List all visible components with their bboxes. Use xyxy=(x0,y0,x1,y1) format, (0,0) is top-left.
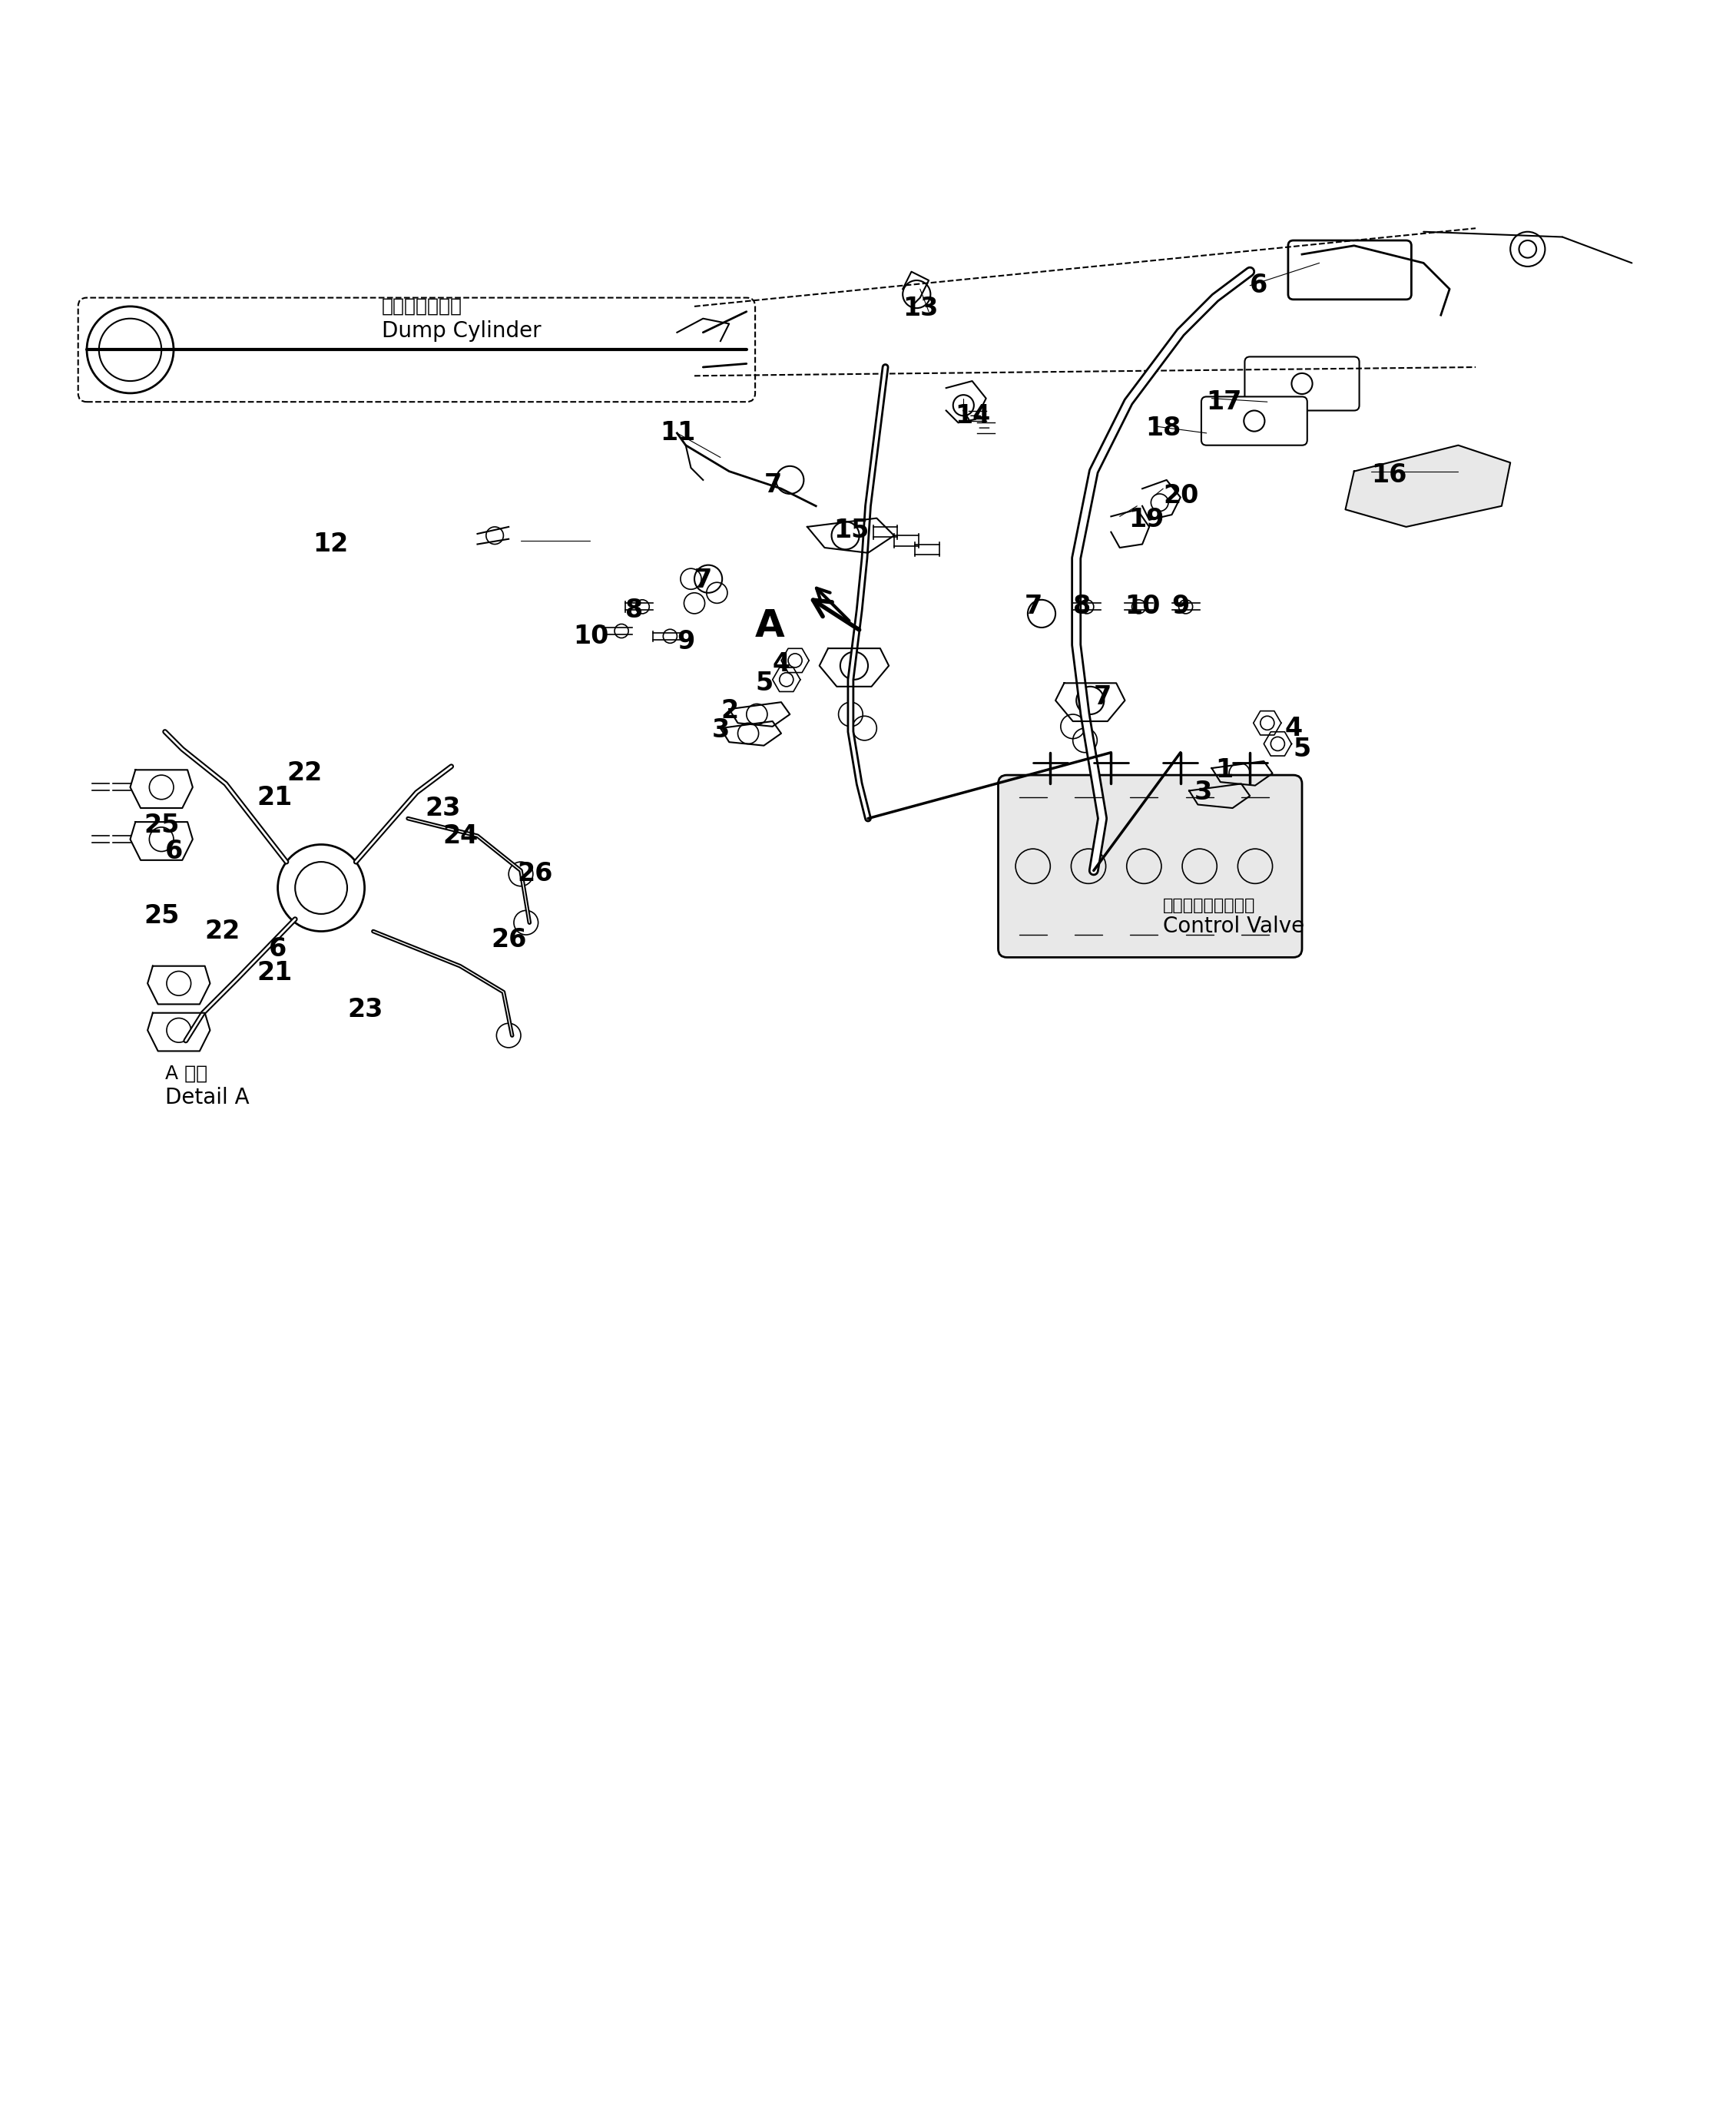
Text: 26: 26 xyxy=(517,862,554,887)
Text: Control Valve: Control Valve xyxy=(1163,915,1304,936)
Polygon shape xyxy=(1345,446,1510,527)
Text: 22: 22 xyxy=(286,760,321,786)
Text: A: A xyxy=(755,607,785,643)
Text: 25: 25 xyxy=(144,813,181,839)
Text: 4: 4 xyxy=(1285,715,1302,741)
Text: 15: 15 xyxy=(833,518,870,543)
Text: コントロールバルブ: コントロールバルブ xyxy=(1163,898,1255,913)
Text: 18: 18 xyxy=(1146,416,1182,442)
Text: 14: 14 xyxy=(955,403,990,429)
Text: 12: 12 xyxy=(312,531,347,556)
Text: 7: 7 xyxy=(764,473,781,499)
FancyBboxPatch shape xyxy=(1201,397,1307,446)
Text: ダンプシリンダ: ダンプシリンダ xyxy=(382,297,462,316)
FancyBboxPatch shape xyxy=(998,775,1302,957)
Text: 7: 7 xyxy=(1094,684,1111,709)
Text: 6: 6 xyxy=(269,936,286,962)
Text: 8: 8 xyxy=(625,597,642,622)
Text: 23: 23 xyxy=(347,998,384,1021)
Text: 22: 22 xyxy=(205,919,240,945)
Text: 10: 10 xyxy=(1125,594,1161,620)
Text: 16: 16 xyxy=(1371,463,1408,488)
Text: 5: 5 xyxy=(755,671,773,696)
Text: Detail A: Detail A xyxy=(165,1087,250,1108)
Text: 26: 26 xyxy=(491,928,528,953)
Text: 7: 7 xyxy=(1024,594,1042,620)
Text: 25: 25 xyxy=(144,902,181,928)
Text: 9: 9 xyxy=(1172,594,1189,620)
Text: A 詳細: A 詳細 xyxy=(165,1064,207,1083)
Text: 5: 5 xyxy=(1293,737,1311,762)
Text: 11: 11 xyxy=(660,420,694,446)
Text: 17: 17 xyxy=(1207,389,1243,414)
Text: 10: 10 xyxy=(573,624,609,650)
Text: 3: 3 xyxy=(1194,779,1212,805)
Text: 24: 24 xyxy=(443,824,477,849)
Text: 2: 2 xyxy=(720,698,738,724)
Text: Dump Cylinder: Dump Cylinder xyxy=(382,321,542,342)
Text: 21: 21 xyxy=(257,960,292,985)
Text: 6: 6 xyxy=(165,839,182,864)
Text: 1: 1 xyxy=(1215,758,1233,783)
FancyBboxPatch shape xyxy=(1288,240,1411,299)
FancyBboxPatch shape xyxy=(78,297,755,401)
Text: 3: 3 xyxy=(712,718,729,743)
Text: 7: 7 xyxy=(694,569,712,592)
Text: 9: 9 xyxy=(677,628,694,654)
Text: 23: 23 xyxy=(425,796,462,822)
Text: 4: 4 xyxy=(773,652,790,677)
Text: 13: 13 xyxy=(903,295,939,321)
Text: 20: 20 xyxy=(1163,482,1200,507)
Text: 8: 8 xyxy=(1073,594,1090,620)
Text: 6: 6 xyxy=(1250,274,1267,297)
Text: 21: 21 xyxy=(257,786,292,811)
Text: 19: 19 xyxy=(1128,507,1165,533)
FancyBboxPatch shape xyxy=(1245,357,1359,410)
